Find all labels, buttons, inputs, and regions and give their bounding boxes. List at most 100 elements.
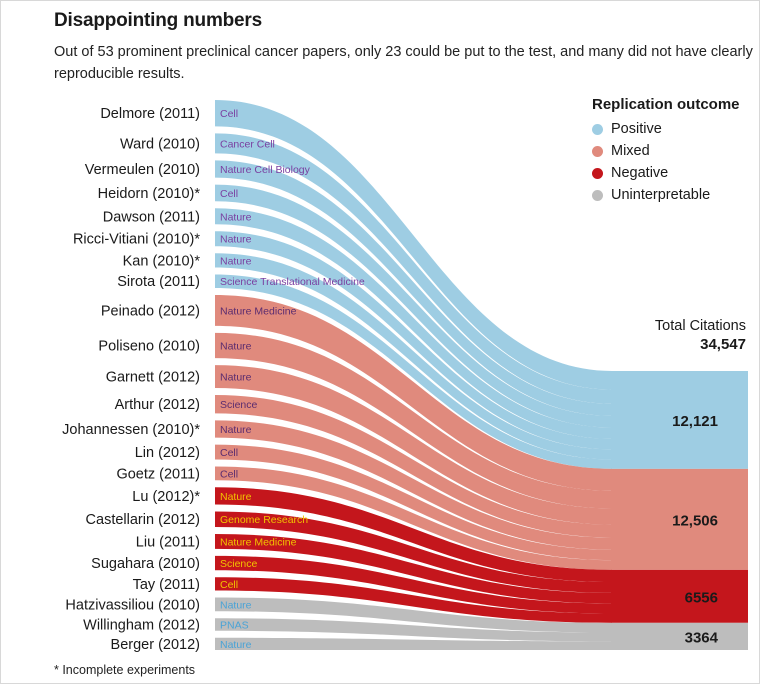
- paper-label: Delmore (2011): [100, 106, 200, 122]
- flow-hatzivassiliou-2010: [215, 597, 612, 633]
- flow-sugahara-2010: [215, 555, 612, 614]
- legend-title: Replication outcome: [592, 96, 740, 113]
- paper-label: Liu (2011): [136, 534, 200, 550]
- paper-label: Vermeulen (2010): [85, 162, 200, 178]
- legend-label-negative: Negative: [611, 165, 669, 181]
- journal-label: Cancer Cell: [220, 138, 275, 150]
- flow-ward-2010: [215, 133, 612, 404]
- journal-label: Nature: [220, 639, 252, 651]
- total-citations: Total Citations 34,547: [620, 318, 746, 353]
- flow-ricci-vitiani-2010: [215, 231, 612, 450]
- flow-johannessen-2010: [215, 420, 612, 550]
- paper-label: Castellarin (2012): [86, 512, 200, 528]
- paper-label: Sugahara (2010): [91, 556, 200, 572]
- legend-item-positive: Positive: [592, 118, 740, 140]
- legend-label-positive: Positive: [611, 121, 662, 137]
- paper-label: Dawson (2011): [103, 209, 200, 225]
- journal-label: Nature: [220, 599, 252, 611]
- paper-label: Lin (2012): [135, 445, 200, 461]
- flow-kan-2010: [215, 253, 612, 460]
- journal-label: Cell: [220, 188, 238, 200]
- paper-label: Ricci-Vitiani (2010)*: [73, 232, 200, 248]
- paper-label: Goetz (2011): [116, 466, 200, 482]
- legend-item-uninterpretable: Uninterpretable: [592, 184, 740, 206]
- legend-label-uninterpretable: Uninterpretable: [611, 187, 711, 203]
- flow-tay-2011: [215, 577, 612, 623]
- journal-label: Science: [220, 399, 258, 411]
- outcome-value-positive: 12,121: [672, 413, 718, 430]
- journal-label: Nature: [220, 211, 252, 223]
- journal-label: Nature Medicine: [220, 536, 297, 548]
- legend-dot-uninterpretable: [592, 189, 603, 201]
- paper-label: Willingham (2012): [83, 617, 200, 633]
- journal-label: Genome Research: [220, 514, 308, 526]
- outcome-bar: 12,121 12,506 6556 3364: [611, 371, 748, 650]
- journal-label: Nature: [220, 424, 252, 436]
- journal-label: Cell: [220, 108, 238, 120]
- flow-lu-2012: [215, 487, 612, 583]
- paper-label: Ward (2010): [120, 136, 200, 152]
- legend-dot-negative: [592, 167, 603, 179]
- legend-item-mixed: Mixed: [592, 140, 740, 162]
- flow-sirota-2011: [215, 274, 612, 469]
- outcome-bar-negative: [611, 569, 748, 623]
- flow-arthur-2012: [215, 395, 612, 538]
- journal-label: Cell: [220, 447, 238, 459]
- journal-label: Nature: [220, 491, 252, 503]
- journal-label: Cell: [220, 579, 238, 591]
- journal-label: Nature Cell Biology: [220, 164, 311, 176]
- journal-label: Science Translational Medicine: [220, 276, 365, 288]
- outcome-value-mixed: 12,506: [672, 512, 718, 529]
- outcome-bar-positive: [611, 371, 748, 469]
- chart-title: Disappointing numbers: [54, 10, 262, 31]
- journal-label: PNAS: [220, 619, 249, 631]
- flow-poliseno-2010: [215, 332, 612, 509]
- flow-goetz-2011: [215, 466, 612, 570]
- outcome-bar-uninterpretable: [611, 622, 748, 650]
- paper-label: Kan (2010)*: [123, 253, 201, 269]
- paper-label: Tay (2011): [133, 577, 200, 593]
- journal-label: Nature: [220, 255, 252, 267]
- labels: Delmore (2011) Cell Ward (2010) Cancer Cell…: [62, 106, 365, 653]
- outcome-value-uninterpretable: 3364: [685, 629, 719, 646]
- flow-berger-2012: [215, 637, 612, 650]
- outcome-value-negative: 6556: [685, 589, 718, 606]
- legend: Replication outcome Positive Mixed Negat…: [592, 96, 740, 206]
- footnote: * Incomplete experiments: [54, 663, 196, 677]
- legend-item-negative: Negative: [592, 162, 740, 184]
- paper-label: Garnett (2012): [106, 370, 200, 386]
- paper-label: Lu (2012)*: [132, 489, 200, 505]
- journal-label: Nature: [220, 234, 252, 246]
- paper-label: Johannessen (2010)*: [62, 422, 200, 438]
- paper-label: Berger (2012): [111, 637, 200, 653]
- paper-label: Arthur (2012): [115, 397, 200, 413]
- flow-heidorn-2010: [215, 184, 612, 428]
- total-citations-label: Total Citations: [654, 318, 746, 334]
- total-citations-value: 34,547: [700, 336, 746, 353]
- flow-lin-2012: [215, 444, 612, 561]
- flow-liu-2011: [215, 533, 612, 604]
- legend-dot-positive: [592, 123, 603, 135]
- paper-label: Heidorn (2010)*: [98, 186, 201, 202]
- flow-castellarin-2012: [215, 511, 612, 593]
- flow-willingham-2012: [215, 618, 612, 642]
- flow-dawson-2011: [215, 208, 612, 439]
- paper-label: Peinado (2012): [101, 303, 200, 319]
- legend-label-mixed: Mixed: [611, 143, 650, 159]
- flow-garnett-2012: [215, 365, 612, 525]
- journal-label: Cell: [220, 468, 238, 480]
- journal-label: Science: [220, 558, 258, 570]
- flow-peinado-2012: [215, 294, 612, 491]
- paper-label: Poliseno (2010): [98, 338, 200, 354]
- journal-label: Nature: [220, 372, 252, 384]
- legend-dot-mixed: [592, 145, 603, 157]
- paper-label: Sirota (2011): [117, 274, 200, 290]
- flows: [215, 100, 612, 650]
- journal-label: Nature Medicine: [220, 305, 297, 317]
- chart-subtitle: Out of 53 prominent preclinical cancer p…: [54, 44, 753, 82]
- journal-label: Nature: [220, 340, 252, 352]
- flow-vermeulen-2010: [215, 160, 612, 416]
- outcome-bar-mixed: [611, 468, 748, 570]
- paper-label: Hatzivassiliou (2010): [65, 597, 200, 613]
